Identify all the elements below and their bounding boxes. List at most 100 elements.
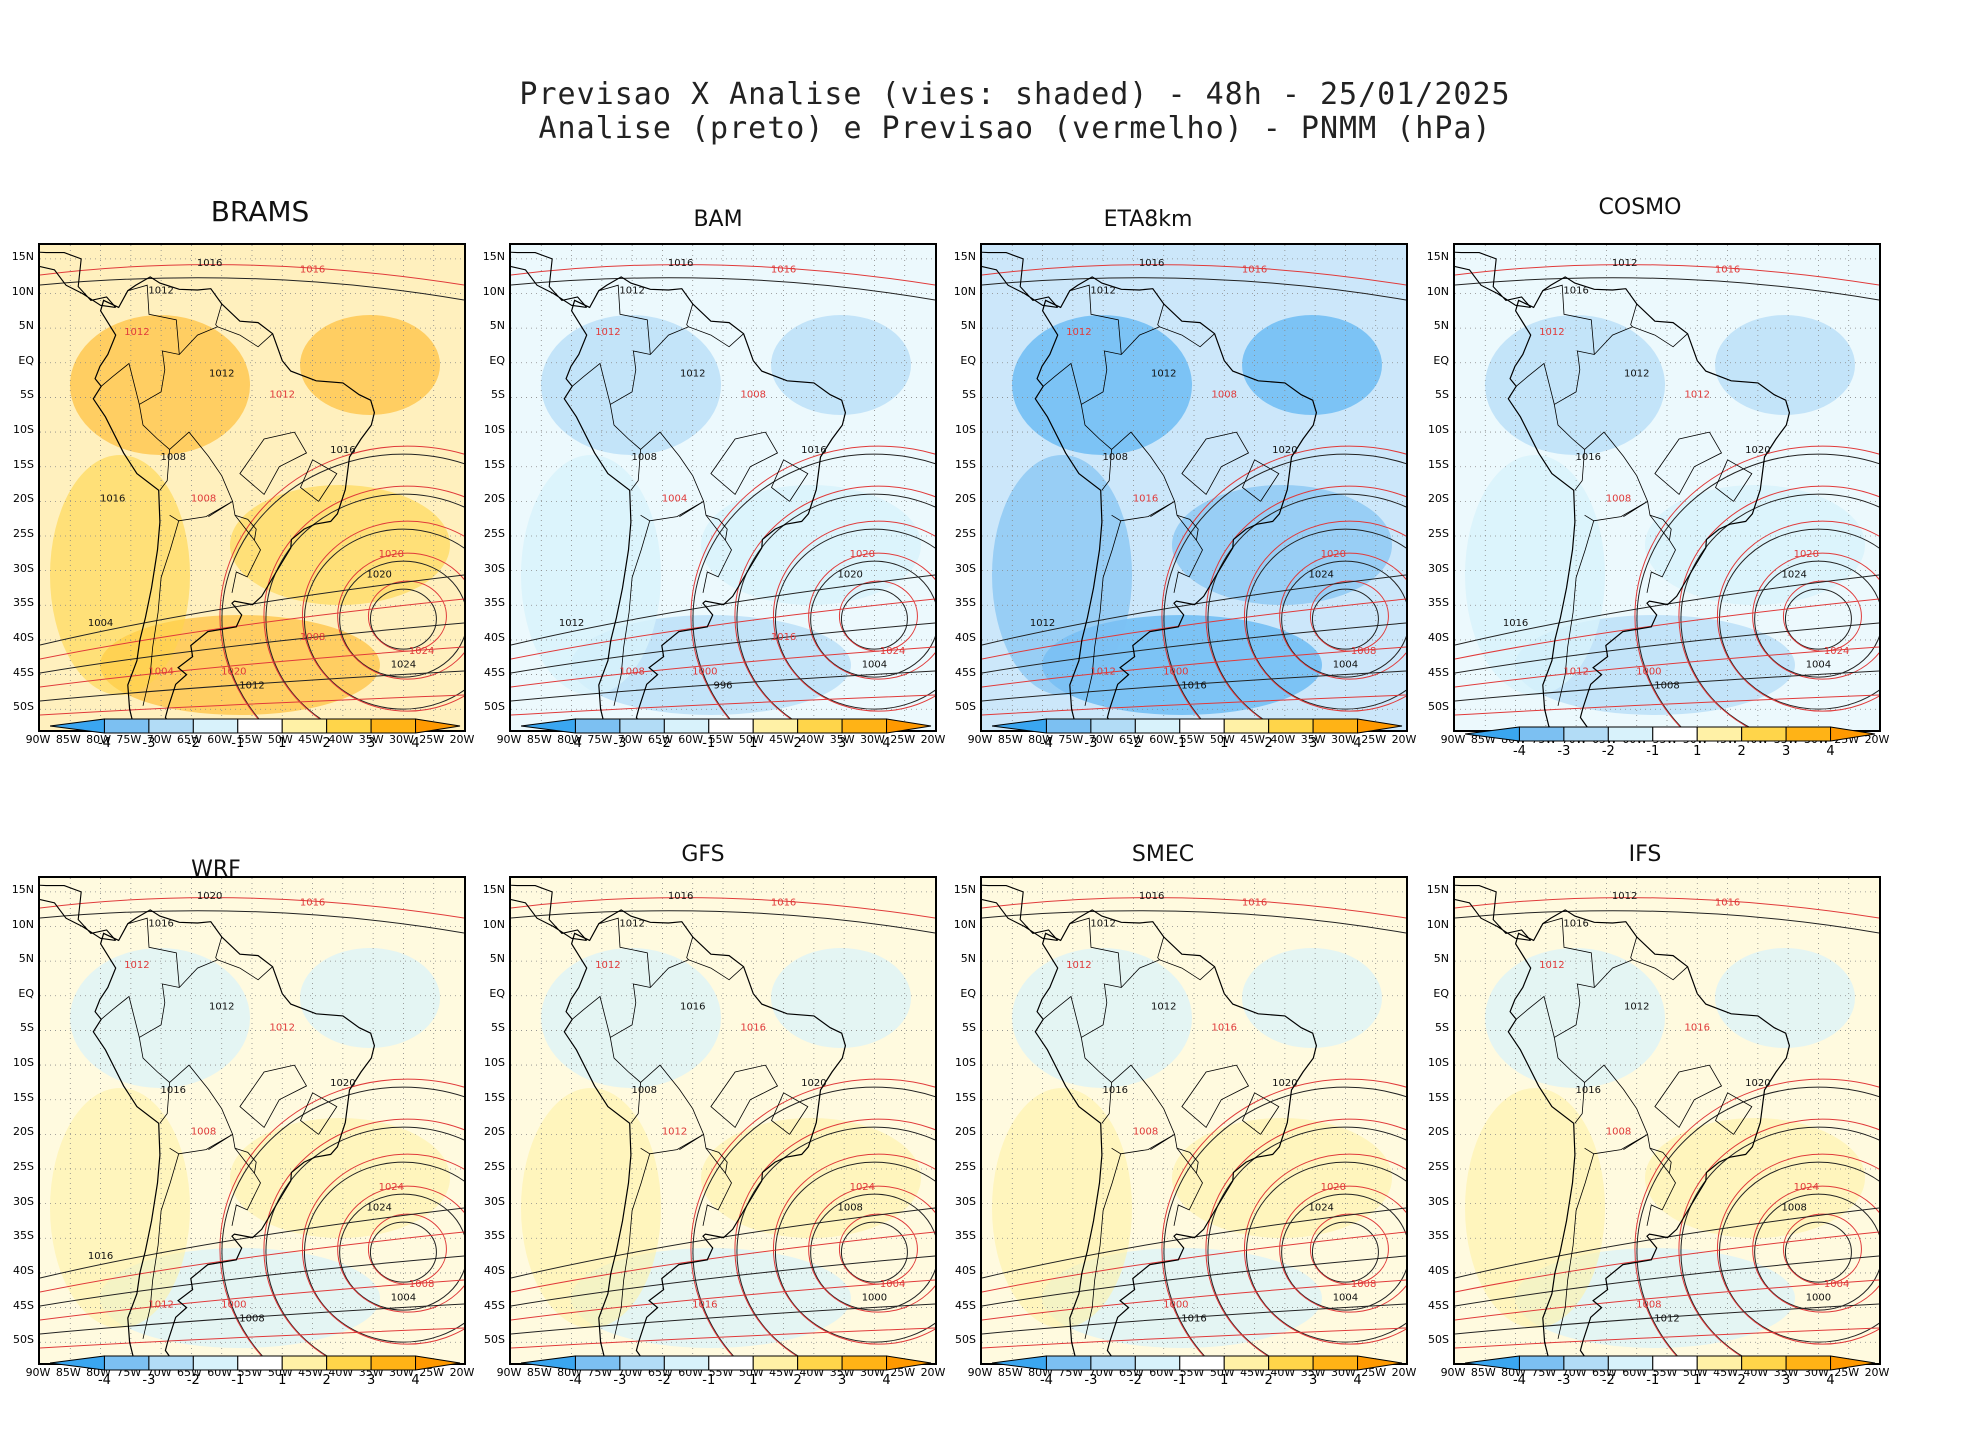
south-america-coastline — [92, 276, 376, 730]
bias-shading-area — [70, 315, 250, 455]
latitude-label: 15S — [13, 457, 34, 471]
latitude-label: EQ — [18, 353, 34, 367]
isobar-value-label: 1008 — [1351, 646, 1376, 657]
colorbar-tick-label: 3 — [366, 736, 376, 751]
latitude-label: 15S — [484, 457, 505, 471]
latitude-label: 5N — [1433, 952, 1449, 966]
colorbar-tick-label: -4 — [1512, 744, 1526, 759]
isobar-value-label: 1012 — [1090, 286, 1115, 297]
isobar-value-label: 1016 — [1715, 898, 1740, 909]
isobar-value-label: 1008 — [619, 667, 644, 678]
panel-title: GFS — [681, 842, 725, 867]
latitude-label: 5S — [491, 1021, 505, 1035]
analysis-isobar — [1455, 1255, 1879, 1307]
colorbar-swatch — [1652, 1355, 1698, 1371]
longitude-label: 80W — [1028, 733, 1053, 746]
latitude-label: 45S — [484, 665, 505, 679]
forecast-isobar — [263, 1118, 464, 1363]
longitude-label: 40W — [328, 733, 354, 746]
forecast-isobar — [40, 598, 464, 660]
analysis-isobar — [1754, 560, 1879, 678]
analysis-isobar — [774, 528, 935, 710]
forecast-isobar — [511, 646, 935, 688]
country-border — [1042, 995, 1082, 1038]
longitude-label: 85W — [997, 733, 1023, 746]
analysis-isobar — [982, 574, 1406, 646]
map-plot: 1020 1016 1016 1012 1012 1012 1016 1008 1020 1024… — [38, 876, 466, 1365]
colorbar-tick-label: -1 — [231, 736, 245, 751]
longitude-label: 35W — [358, 733, 384, 746]
longitude-label: 90W — [25, 733, 51, 746]
isobar-value-label: 1016 — [88, 1251, 113, 1262]
forecast-isobar — [1455, 1231, 1879, 1293]
latitude-label: 25S — [484, 527, 505, 540]
colorbar-tick-label: -2 — [186, 736, 200, 751]
longitude-label: 65W — [647, 733, 673, 746]
country-border — [1515, 995, 1555, 1038]
map-plot: 1016 1016 1012 1012 1012 1016 1016 1008 1020 1020… — [980, 876, 1408, 1365]
latitude-label: 20S — [13, 492, 34, 506]
isobar-value-label: 1000 — [1163, 667, 1188, 678]
bias-shading-area — [1485, 948, 1665, 1088]
latitude-label: 50S — [13, 1333, 34, 1347]
analysis-isobar — [265, 1126, 464, 1363]
isobar-value-label: 1024 — [391, 660, 416, 671]
map-svg: 1016 1016 1012 1012 1012 1008 1008 1016 1020 1020… — [982, 245, 1406, 730]
latitude-label: 5N — [489, 319, 505, 333]
colorbar-swatch — [1563, 1355, 1609, 1371]
latitude-label: 15N — [11, 249, 34, 263]
colorbar-swatch — [1312, 718, 1359, 734]
latitude-label: 25S — [1428, 527, 1449, 540]
isobar-value-label: 1012 — [209, 1002, 234, 1013]
forecast-isobar — [982, 694, 1406, 716]
isobar-value-label: 1008 — [1781, 1203, 1806, 1214]
colorbar-tick-label: -3 — [1557, 1373, 1571, 1388]
latitude-label: 10S — [955, 1056, 976, 1070]
latitude-label: 40S — [484, 1263, 505, 1277]
isobar-value-label: 1008 — [1351, 1279, 1376, 1290]
forecast-isobar — [1279, 1185, 1406, 1313]
map-svg: 1016 1016 1012 1012 1012 1016 1016 1008 1020 1020… — [982, 878, 1406, 1363]
isobar-value-label: 1008 — [239, 1313, 264, 1324]
country-border — [1630, 303, 1638, 328]
latitude-label: 5N — [960, 952, 976, 966]
colorbar-tick-label: -3 — [142, 1373, 156, 1388]
colorbar-tick-label: -2 — [1128, 1373, 1142, 1388]
latitude-label: 50S — [1428, 1333, 1449, 1347]
latitude-label: 30S — [955, 1194, 976, 1208]
forecast-isobar — [40, 646, 464, 688]
forecast-isobar — [982, 897, 1406, 919]
latitude-label: 45S — [1428, 665, 1449, 679]
longitude-label: 50W — [267, 733, 293, 746]
colorbar-swatch — [1179, 1355, 1225, 1371]
colorbar-swatch — [103, 718, 150, 734]
colorbar-tick-label: -1 — [702, 1373, 716, 1388]
latitude-label: 40S — [1428, 1263, 1449, 1277]
isobar-value-label: 1008 — [161, 452, 186, 463]
latitude-label: 25S — [13, 1160, 34, 1173]
map-plot: 1016 1016 1012 1012 1012 1008 1008 1016 1020 1020… — [980, 243, 1408, 732]
colorbar-swatch — [1607, 726, 1654, 742]
bias-shading-area — [1242, 315, 1382, 415]
colorbar-swatch — [192, 718, 239, 734]
colorbar-tick-label: -2 — [1601, 1373, 1615, 1388]
colorbar-swatch — [1223, 1355, 1270, 1371]
bias-shading-area — [1715, 948, 1855, 1048]
figure-title: Previsao X Analise (vies: shaded) - 48h … — [0, 78, 1964, 146]
colorbar-swatch — [1357, 718, 1403, 734]
colorbar-tick-label: 2 — [322, 736, 331, 751]
central-america-coastline — [40, 251, 117, 308]
isobar-value-label: 1012 — [619, 286, 644, 297]
analysis-isobar — [511, 1207, 935, 1279]
colorbar-swatch — [103, 1355, 150, 1371]
country-border — [1654, 966, 1688, 981]
forecast-isobar — [1455, 1327, 1879, 1349]
isobar-value-label: 1024 — [1308, 570, 1333, 581]
longitude-label: 85W — [997, 1366, 1023, 1379]
colorbar-swatch — [326, 1355, 372, 1371]
isobar-value-label: 1016 — [1242, 265, 1267, 276]
isobar-value-label: 1000 — [1806, 1293, 1831, 1304]
map-svg: 1016 1016 1012 1012 1016 1016 1008 1012 1020 1024… — [511, 878, 935, 1363]
country-border — [1084, 514, 1122, 706]
colorbar-tick-label: 1 — [1693, 744, 1702, 759]
